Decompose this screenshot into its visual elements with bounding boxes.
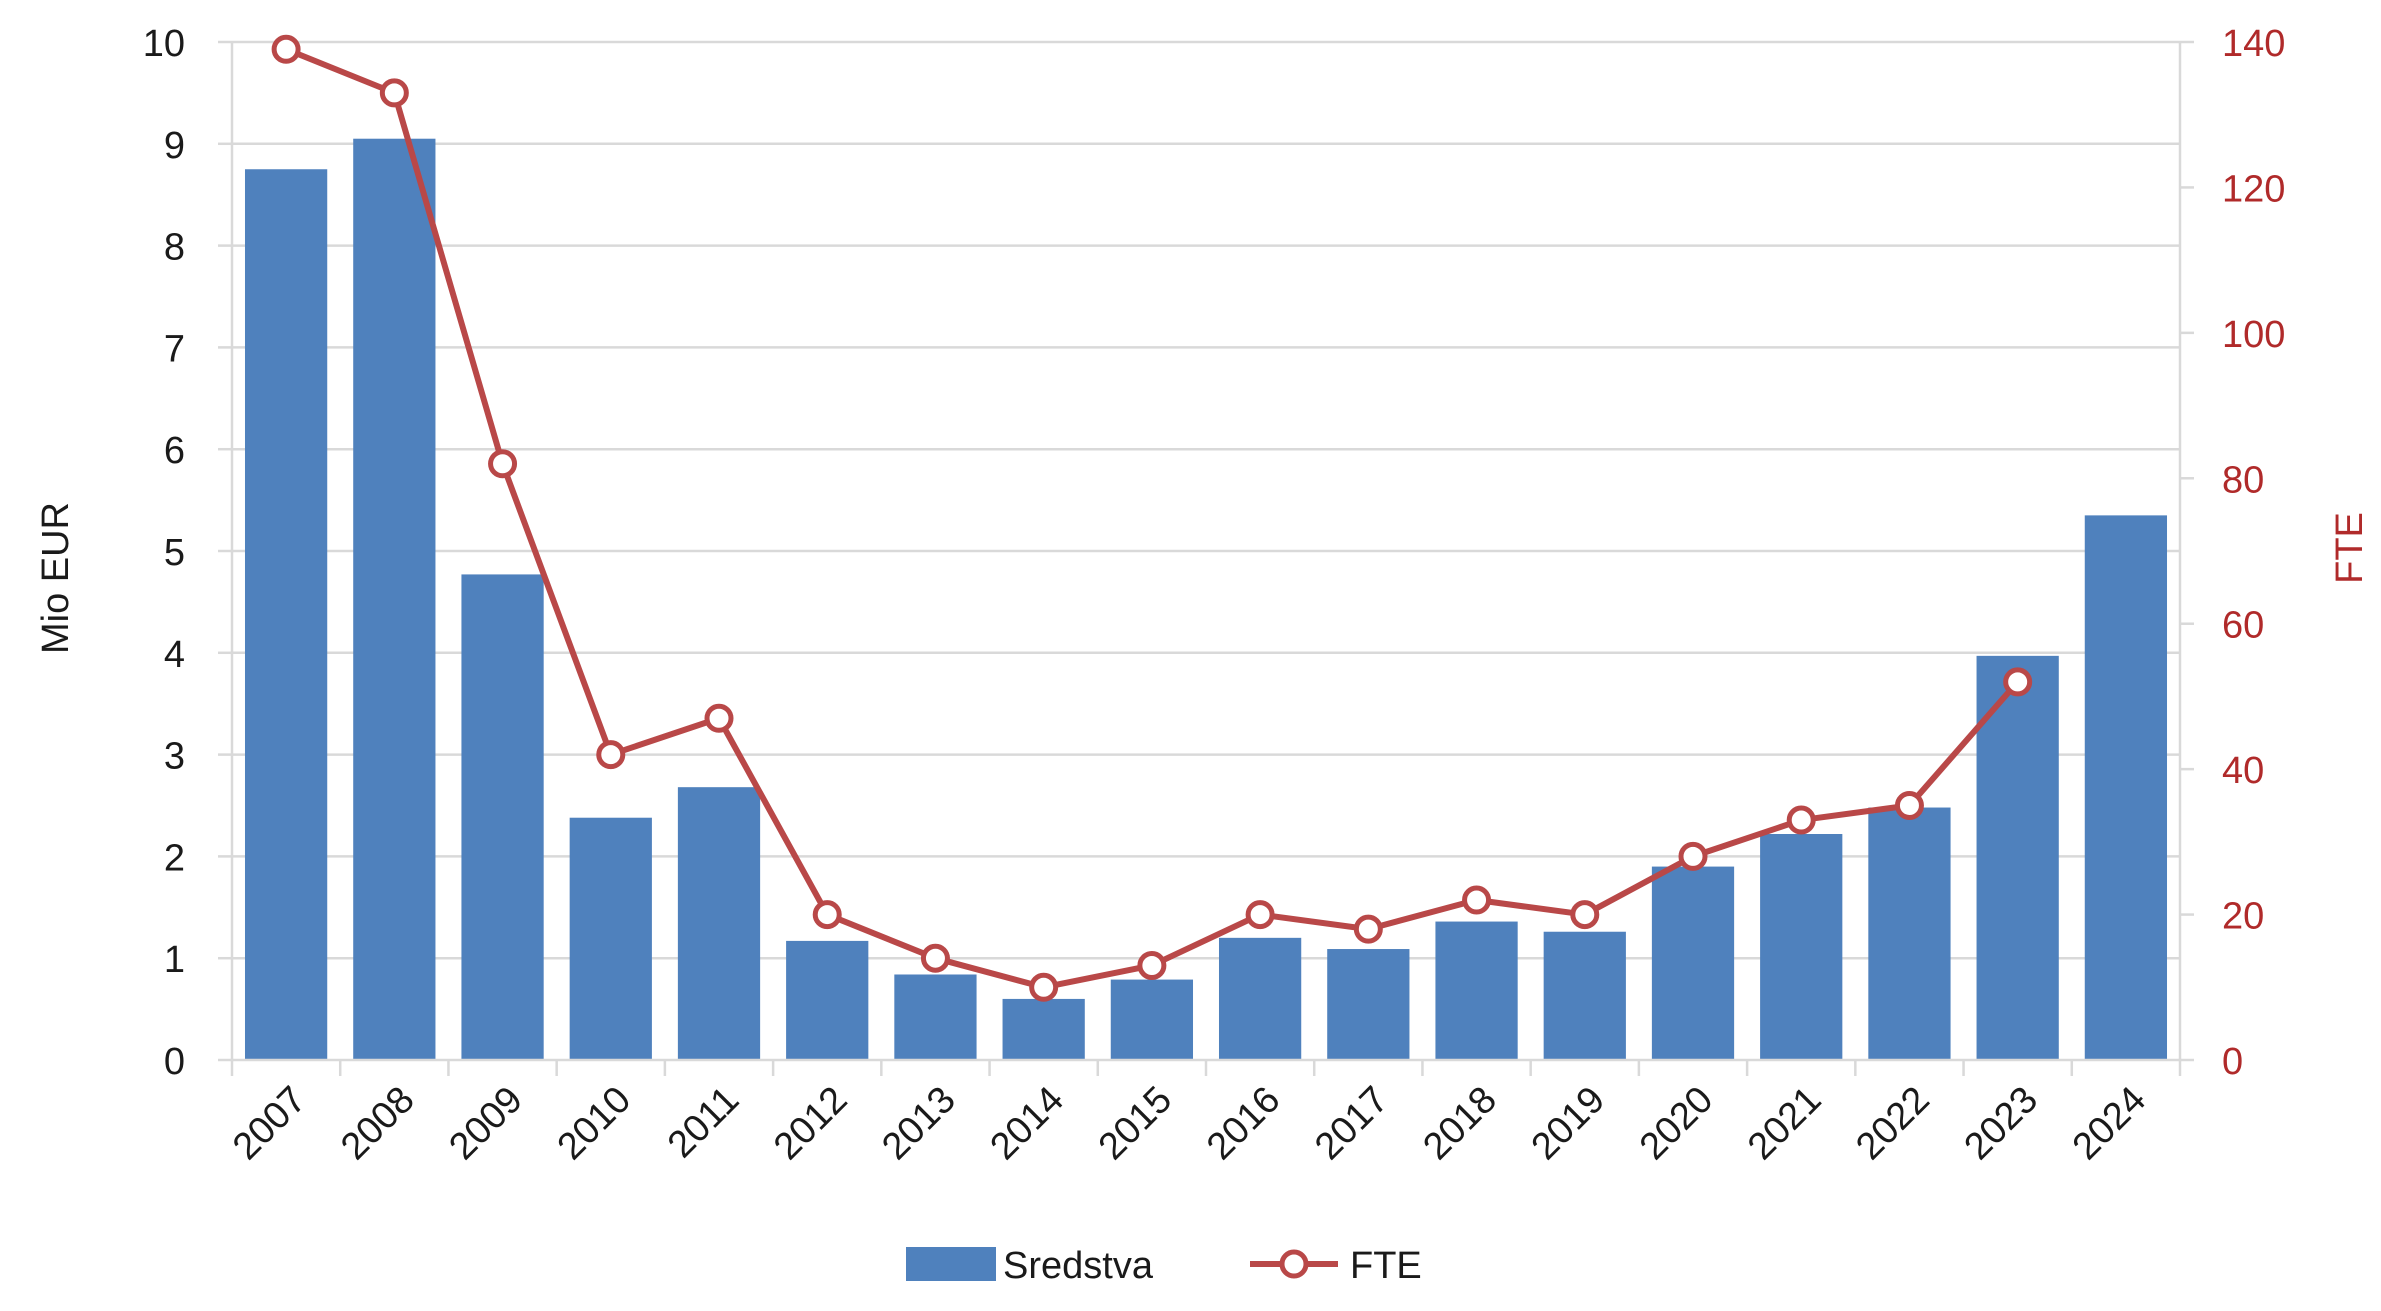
gridlines [232,40,2180,960]
left-tick-label: 2 [164,837,185,879]
line-series-fte [271,34,2033,1002]
left-tick-label: 10 [143,23,185,65]
legend: Sredstva FTE [906,1245,1422,1287]
fte-point-2015 [1137,950,1167,980]
left-tick-label: 8 [164,227,185,269]
fte-point-2012 [812,900,842,930]
fte-point-2008 [379,78,409,108]
x-tick-label-2020: 2020 [1632,1079,1721,1168]
right-tick-label: 60 [2222,605,2264,647]
left-tick-label: 6 [164,430,185,472]
x-tick-label-2014: 2014 [983,1079,1072,1168]
legend-label-sredstva: Sredstva [1003,1245,1154,1287]
x-tick-label-2024: 2024 [2065,1079,2154,1168]
fte-point-2017 [1353,914,1383,944]
left-tick-label: 0 [164,1041,185,1083]
right-tick-label: 120 [2222,168,2285,210]
x-tick-label-2013: 2013 [874,1079,963,1168]
left-tick-label: 9 [164,125,185,167]
left-tick-label: 5 [164,532,185,574]
left-tick-label: 1 [164,939,185,981]
bar-2018 [1435,921,1518,1060]
bar-2022 [1868,807,1951,1060]
bar-2021 [1760,834,1843,1060]
bar-2008 [353,138,436,1060]
fte-point-2023 [2003,667,2033,697]
x-tick-label-2012: 2012 [766,1079,855,1168]
right-axis-title: FTE [2329,512,2371,584]
bar-2011 [677,787,761,1060]
fte-point-2011 [704,703,734,733]
x-tick-label-2023: 2023 [1957,1079,2046,1168]
bar-2013 [894,974,977,1060]
fte-point-2019 [1570,900,1600,930]
x-tick-label-2011: 2011 [660,1079,747,1166]
right-tick-label: 40 [2222,750,2264,792]
x-tick-label-2022: 2022 [1848,1079,1937,1168]
right-tick-label: 100 [2222,314,2285,356]
fte-point-2007 [271,34,301,64]
bar-series-sredstva [244,138,2168,1060]
fte-line-path [284,46,2020,991]
fte-point-2014 [1029,972,1059,1002]
fte-point-2009 [488,449,518,479]
bar-2007 [244,169,328,1060]
bar-2016 [1218,937,1302,1060]
bar-2012 [786,940,869,1060]
axes [218,40,2194,1076]
bar-2017 [1327,949,1410,1060]
legend-marker-fte [1279,1249,1309,1279]
x-tick-label-2007: 2007 [225,1079,314,1168]
right-tick-label: 20 [2222,896,2264,938]
bar-2014 [1002,998,1085,1060]
bar-2019 [1543,931,1626,1060]
bar-2023 [1976,655,2059,1060]
x-tick-label-2016: 2016 [1199,1079,1288,1168]
left-axis-title: Mio EUR [35,502,77,654]
left-tick-label: 4 [164,634,185,676]
x-tick-label-2021: 2021 [1740,1079,1829,1168]
fte-point-2013 [920,943,950,973]
bar-2020 [1651,866,1735,1060]
legend-label-fte: FTE [1350,1245,1422,1287]
x-tick-label-2010: 2010 [550,1079,639,1168]
right-tick-label: 80 [2222,459,2264,501]
fte-point-2016 [1245,900,1275,930]
left-tick-label: 3 [164,736,185,778]
right-tick-label: 140 [2222,23,2285,65]
bar-2009 [461,574,544,1060]
bar-2024 [2084,515,2168,1060]
x-tick-label-2009: 2009 [441,1079,530,1168]
left-tick-label: 7 [164,328,185,370]
fte-point-2010 [596,740,626,770]
fte-point-2022 [1894,791,1924,820]
legend-swatch-sredstva [906,1247,996,1281]
fte-point-2018 [1462,885,1492,915]
right-tick-label: 0 [2222,1041,2243,1083]
bar-2010 [569,817,652,1060]
x-tick-label-2019: 2019 [1524,1079,1613,1168]
bar-2015 [1110,979,1194,1060]
fte-point-2020 [1678,841,1708,871]
x-tick-label-2008: 2008 [333,1079,422,1168]
x-tick-label-2015: 2015 [1091,1079,1180,1168]
x-tick-label-2018: 2018 [1415,1079,1504,1168]
x-tick-label-2017: 2017 [1307,1079,1396,1168]
fte-point-2021 [1786,805,1816,835]
